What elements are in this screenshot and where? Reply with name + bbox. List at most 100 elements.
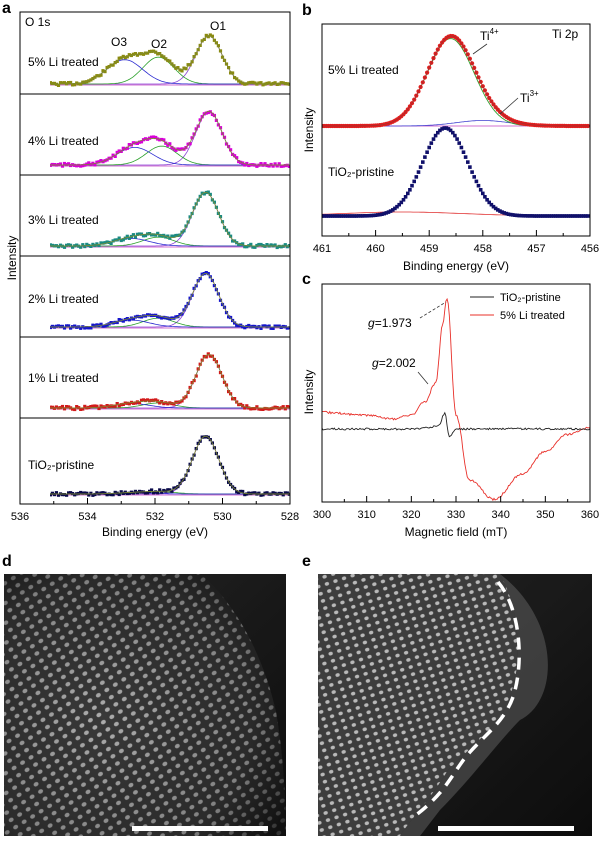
data-point: [127, 318, 131, 322]
panel-b-fit-5li: [322, 35, 590, 127]
data-point: [220, 465, 225, 469]
data-point: [117, 404, 121, 408]
data-point: [202, 192, 206, 196]
data-point: [401, 198, 406, 202]
data-point: [190, 60, 194, 64]
tem-image-e: [318, 574, 592, 836]
data-point: [560, 214, 564, 218]
data-point: [77, 491, 81, 496]
data-point: [135, 232, 139, 236]
data-point: [279, 81, 283, 85]
data-point: [117, 318, 121, 322]
data-point: [184, 67, 188, 71]
data-point: [39, 83, 42, 86]
data-point: [150, 488, 154, 492]
data-point: [56, 493, 61, 497]
data-point: [556, 214, 560, 218]
data-point: [245, 404, 249, 408]
data-point: [287, 164, 290, 168]
data-point: [103, 491, 107, 495]
g-arrow-1973: [419, 301, 447, 319]
data-point: [174, 66, 178, 70]
data-point: [393, 206, 397, 211]
data-point: [281, 324, 285, 329]
data-point: [328, 214, 333, 218]
data-point: [27, 325, 30, 328]
data-point: [399, 200, 404, 205]
data-point: [67, 491, 71, 495]
data-point: [168, 59, 172, 63]
panel-a-strips: [22, 33, 290, 497]
data-point: [237, 79, 241, 83]
data-point: [174, 400, 178, 404]
data-point: [530, 214, 534, 218]
data-point: [113, 238, 117, 242]
data-point: [105, 323, 109, 327]
data-point: [91, 161, 95, 165]
data-point: [388, 209, 393, 213]
data-point: [178, 68, 182, 72]
panel-b-ticks: [321, 230, 591, 236]
data-point: [459, 145, 464, 150]
data-point: [227, 231, 231, 235]
data-point: [22, 407, 25, 410]
data-point: [50, 405, 54, 409]
data-point: [158, 488, 162, 492]
data-point: [47, 491, 50, 494]
data-point: [85, 326, 89, 330]
data-point: [545, 214, 549, 218]
data-point: [29, 243, 32, 246]
data-point: [31, 164, 34, 167]
data-point: [425, 150, 429, 154]
data-point: [33, 164, 36, 167]
data-point: [227, 390, 231, 394]
data-point: [50, 243, 54, 247]
data-point: [101, 69, 105, 73]
data-point: [31, 246, 34, 249]
panel-b-xtick-3: 458: [474, 243, 492, 255]
data-point: [249, 242, 253, 246]
data-point: [25, 163, 28, 166]
panel-b-plot: [322, 33, 590, 218]
panel-a-xlabel: Binding energy (eV): [102, 525, 208, 539]
data-point: [35, 405, 38, 408]
data-point: [210, 34, 214, 38]
data-point: [532, 214, 537, 218]
data-point: [121, 54, 125, 58]
panel-b-xtick-0: 461: [313, 243, 331, 255]
data-point: [176, 233, 180, 237]
data-point: [279, 245, 283, 249]
data-point: [553, 214, 558, 218]
panel-b-ylabel: Intensity: [302, 108, 316, 153]
data-point: [125, 491, 129, 496]
data-point: [188, 215, 192, 219]
data-point: [58, 81, 63, 85]
data-point: [127, 143, 131, 147]
data-point: [350, 214, 354, 218]
data-point: [158, 401, 162, 405]
data-point: [416, 170, 421, 174]
data-point: [101, 324, 105, 328]
data-point: [562, 214, 567, 218]
data-point: [243, 493, 247, 497]
data-point: [117, 149, 121, 153]
data-point: [87, 493, 91, 497]
data-point: [448, 128, 453, 133]
data-point: [123, 56, 127, 60]
data-point: [45, 327, 48, 330]
data-point: [220, 55, 225, 59]
data-point: [237, 160, 241, 164]
data-point: [83, 491, 87, 495]
sample-label-b0: TiO₂-pristine: [328, 165, 395, 179]
data-point: [243, 82, 247, 86]
data-point: [56, 324, 61, 328]
data-point: [251, 491, 255, 495]
data-point: [451, 130, 455, 135]
data-point: [143, 398, 148, 403]
data-point: [22, 162, 25, 165]
data-point: [235, 490, 239, 494]
panel-c-xtick-3: 330: [447, 509, 465, 521]
data-point: [58, 162, 63, 166]
panel-c-ticks: [321, 496, 591, 502]
data-point: [73, 324, 77, 328]
